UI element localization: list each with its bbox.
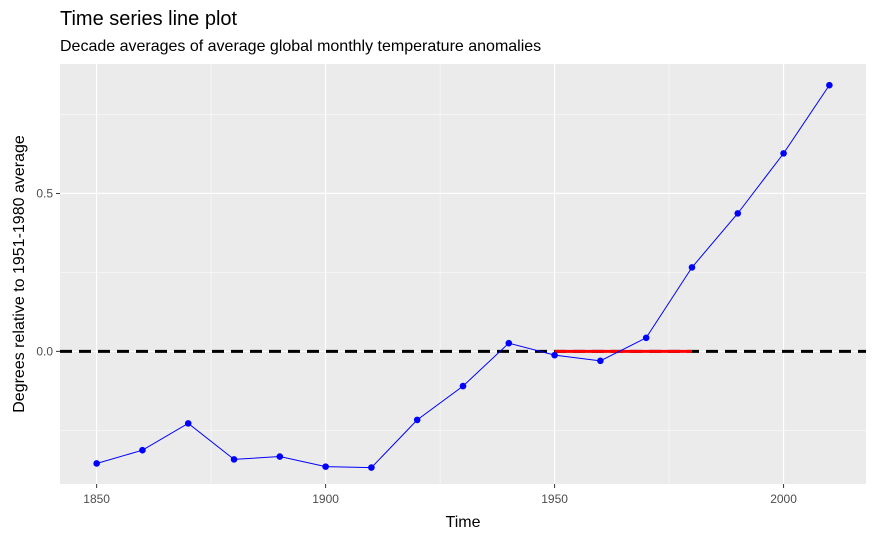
y-tick-label: 0.0 xyxy=(36,344,53,358)
data-point xyxy=(826,81,833,89)
y-axis-label: Degrees relative to 1951-1980 average xyxy=(11,135,28,413)
x-axis-label: Time xyxy=(446,514,481,531)
data-point xyxy=(597,357,604,365)
data-point xyxy=(734,210,742,217)
chart-subtitle: Decade averages of average global monthl… xyxy=(60,38,542,55)
data-point xyxy=(780,150,787,157)
x-tick-label: 1950 xyxy=(541,492,568,506)
data-point xyxy=(505,339,513,347)
x-tick-label: 1850 xyxy=(83,492,110,506)
axes: 1850 1900 1950 2000 0.0 0.5 xyxy=(36,186,797,506)
data-point xyxy=(93,460,100,467)
x-tick-label: 1900 xyxy=(312,492,339,506)
data-point xyxy=(459,382,467,390)
data-point xyxy=(184,420,192,427)
series-layer xyxy=(93,81,833,471)
y-tick-label: 0.5 xyxy=(36,186,53,200)
data-point xyxy=(551,351,558,359)
data-point xyxy=(230,456,238,463)
data-point xyxy=(413,416,421,424)
data-point xyxy=(642,334,650,342)
data-point xyxy=(276,453,284,460)
data-point xyxy=(688,264,696,271)
plot-panel xyxy=(60,64,866,484)
data-point xyxy=(322,463,329,470)
data-point xyxy=(368,464,375,471)
chart-title: Time series line plot xyxy=(60,8,238,30)
grid-lines xyxy=(60,64,866,484)
x-tick-label: 2000 xyxy=(770,492,797,506)
data-point xyxy=(139,446,146,454)
